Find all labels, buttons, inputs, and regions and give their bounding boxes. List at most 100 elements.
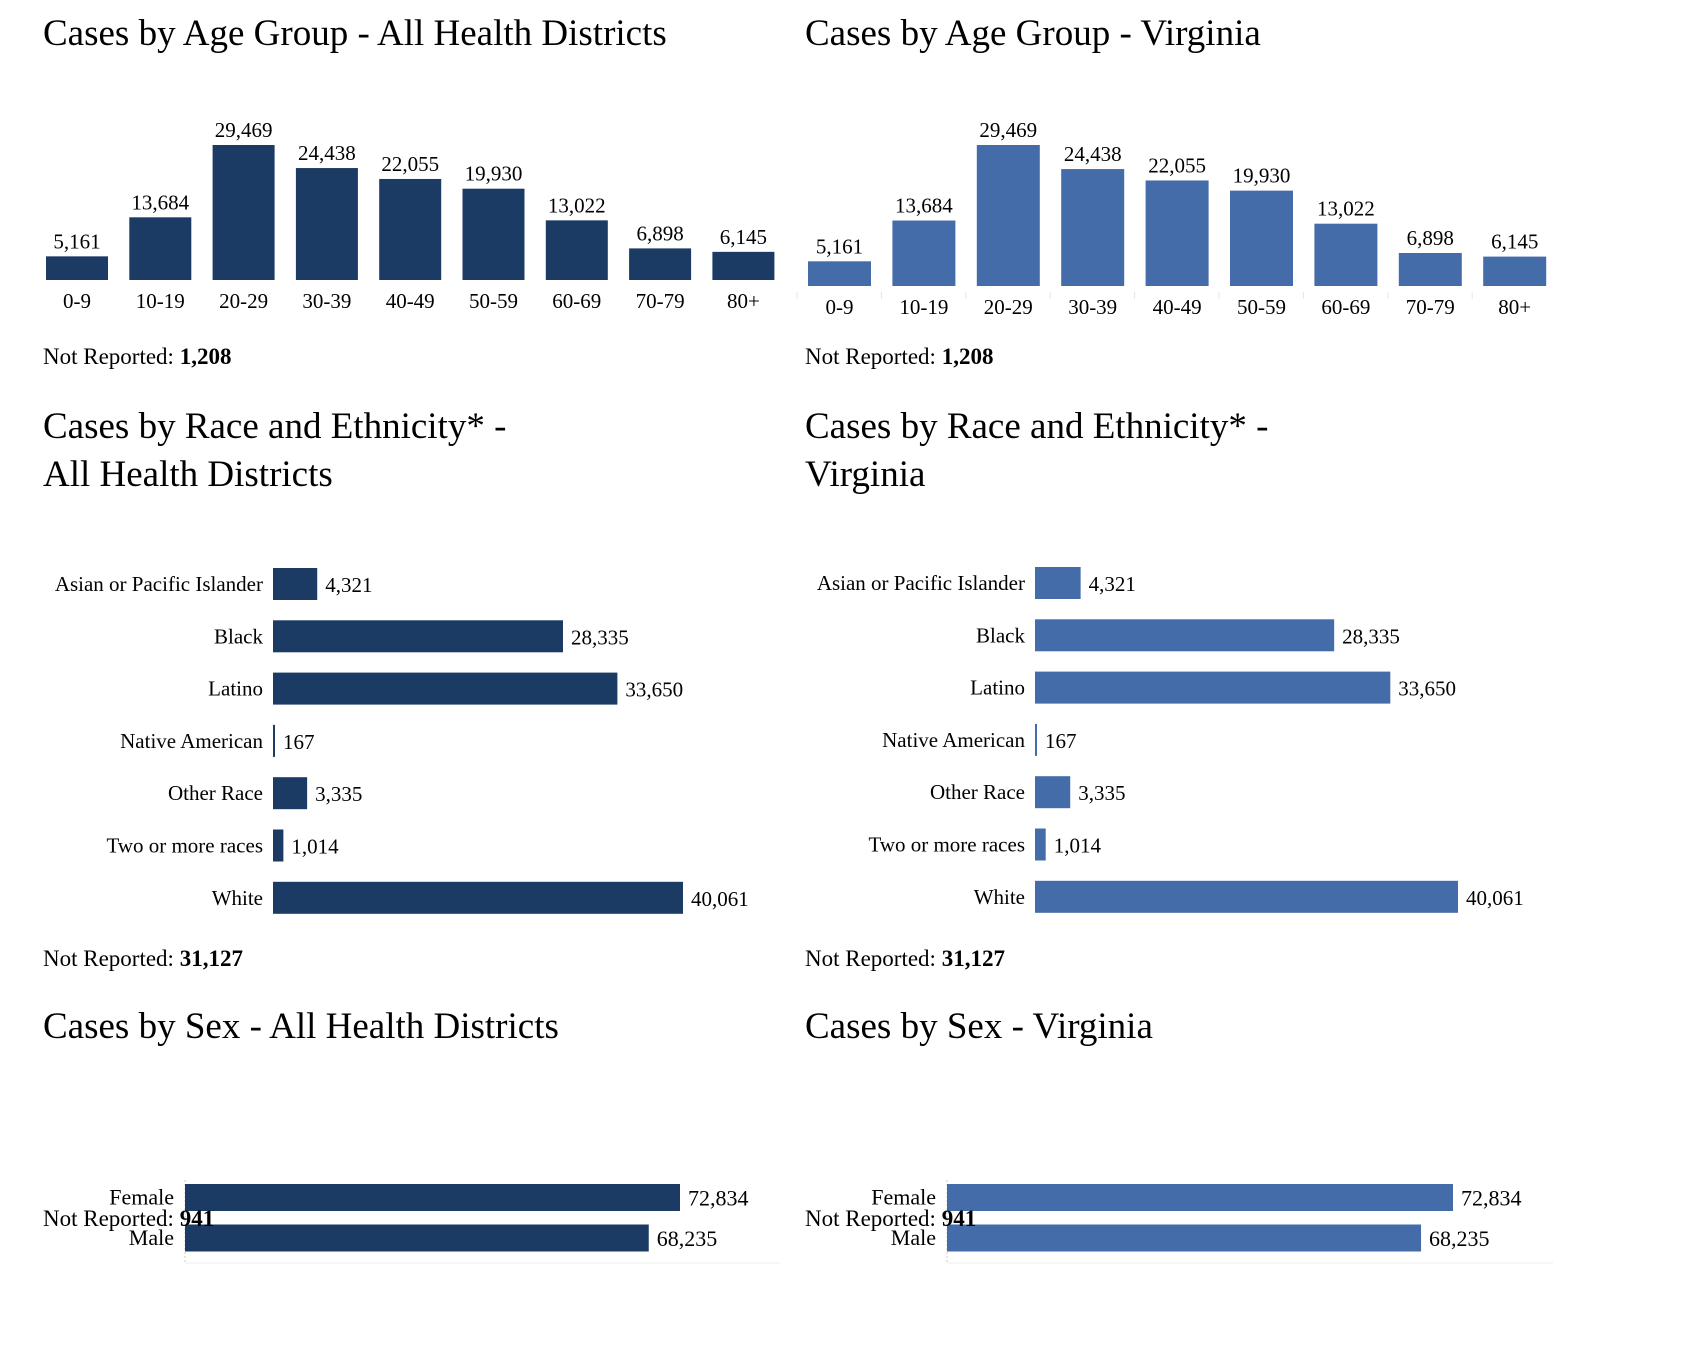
data-label-native-american: 167 — [283, 730, 315, 754]
data-label-50-59: 19,930 — [1233, 164, 1291, 188]
race-not-reported-virginia: Not Reported: 31,127 — [805, 945, 1005, 973]
x-tick-label-0-9: 0-9 — [63, 289, 91, 313]
data-label-black: 28,335 — [571, 625, 629, 649]
bar-20-29 — [212, 145, 275, 280]
y-tick-label-male: Male — [129, 1225, 174, 1250]
data-label-female: 72,834 — [688, 1186, 749, 1211]
bar-80+ — [1483, 256, 1547, 286]
x-tick-label-20-29: 20-29 — [984, 295, 1033, 319]
bar-0-9 — [808, 261, 871, 286]
y-tick-label-white: White — [212, 886, 263, 910]
data-label-80+: 6,145 — [720, 225, 767, 249]
data-label-two-or-more-races: 1,014 — [291, 835, 339, 859]
bar-70-79 — [629, 248, 692, 280]
data-label-white: 40,061 — [691, 887, 749, 911]
bar-latino — [1035, 671, 1391, 704]
race-chart-title-all-districts: Cases by Race and Ethnicity* - All Healt… — [43, 403, 506, 499]
not-reported-value: 941 — [941, 1206, 977, 1231]
x-tick-label-10-19: 10-19 — [899, 295, 948, 319]
bar-10-19 — [892, 220, 956, 286]
y-tick-label-asian-or-pacific-islander: Asian or Pacific Islander — [817, 571, 1025, 595]
not-reported-label: Not Reported: — [805, 946, 936, 971]
bar-white — [1035, 880, 1458, 913]
data-label-60-69: 13,022 — [1317, 197, 1375, 221]
race-not-reported-all-districts: Not Reported: 31,127 — [43, 945, 243, 973]
data-label-male: 68,235 — [1429, 1226, 1490, 1251]
not-reported-value: 31,127 — [179, 946, 243, 971]
bar-latino — [273, 672, 618, 705]
race-chart-title-virginia: Cases by Race and Ethnicity* - Virginia — [805, 403, 1268, 499]
sex-not-reported-all-districts: Not Reported: 941 — [43, 1205, 214, 1233]
bar-male — [185, 1224, 649, 1252]
bar-asian-or-pacific-islander — [273, 568, 318, 600]
data-label-10-19: 13,684 — [895, 194, 953, 218]
bar-70-79 — [1398, 252, 1462, 286]
data-label-20-29: 29,469 — [215, 118, 273, 142]
not-reported-value: 1,208 — [179, 344, 232, 369]
not-reported-label: Not Reported: — [805, 344, 936, 369]
data-label-two-or-more-races: 1,014 — [1054, 834, 1102, 858]
bar-40-49 — [1145, 180, 1209, 286]
bar-female — [947, 1184, 1453, 1211]
age-bar-chart-virginia: 5,161 0-9 13,684 10-19 29,469 20-29 24,438 30-3… — [796, 118, 1547, 319]
age-not-reported-all-districts: Not Reported: 1,208 — [43, 343, 231, 371]
bar-native-american — [1035, 723, 1037, 756]
data-label-60-69: 13,022 — [548, 193, 606, 217]
y-tick-label-female: Female — [871, 1185, 936, 1210]
bar-30-39 — [295, 168, 358, 280]
data-label-male: 68,235 — [657, 1226, 718, 1251]
x-tick-label-80+: 80+ — [1498, 295, 1531, 319]
not-reported-value: 31,127 — [941, 946, 1005, 971]
x-tick-label-30-39: 30-39 — [1068, 295, 1117, 319]
data-label-40-49: 22,055 — [381, 152, 439, 176]
x-tick-label-70-79: 70-79 — [1406, 295, 1455, 319]
y-tick-label-latino: Latino — [208, 677, 263, 701]
bar-two-or-more-races — [273, 829, 284, 862]
bar-20-29 — [976, 145, 1040, 286]
bar-white — [273, 881, 683, 914]
x-tick-label-10-19: 10-19 — [136, 289, 185, 313]
x-tick-label-40-49: 40-49 — [386, 289, 435, 313]
data-label-latino: 33,650 — [1398, 677, 1456, 701]
bar-30-39 — [1061, 169, 1125, 286]
x-tick-label-50-59: 50-59 — [1237, 295, 1286, 319]
not-reported-value: 941 — [179, 1206, 215, 1231]
x-tick-label-20-29: 20-29 — [219, 289, 268, 313]
y-tick-label-asian-or-pacific-islander: Asian or Pacific Islander — [55, 572, 263, 596]
data-label-other-race: 3,335 — [315, 782, 362, 806]
bar-40-49 — [379, 178, 442, 280]
age-not-reported-virginia: Not Reported: 1,208 — [805, 343, 993, 371]
data-label-latino: 33,650 — [625, 678, 683, 702]
y-tick-label-black: Black — [214, 624, 263, 648]
bar-asian-or-pacific-islander — [1035, 567, 1081, 599]
x-tick-label-70-79: 70-79 — [636, 289, 685, 313]
data-label-other-race: 3,335 — [1078, 781, 1125, 805]
x-tick-label-80+: 80+ — [727, 289, 760, 313]
y-tick-label-native-american: Native American — [882, 728, 1025, 752]
sex-bar-chart-all-districts: Female 72,834 Male 68,235 — [109, 1180, 780, 1264]
not-reported-label: Not Reported: — [43, 1206, 174, 1231]
data-label-40-49: 22,055 — [1148, 153, 1206, 177]
data-label-female: 72,834 — [1461, 1186, 1522, 1211]
y-tick-label-other-race: Other Race — [168, 781, 263, 805]
y-tick-label-male: Male — [891, 1225, 936, 1250]
data-label-80+: 6,145 — [1491, 230, 1538, 254]
bar-60-69 — [1314, 223, 1378, 286]
data-label-white: 40,061 — [1466, 886, 1524, 910]
bar-two-or-more-races — [1035, 828, 1046, 861]
sex-not-reported-virginia: Not Reported: 941 — [805, 1205, 976, 1233]
data-label-0-9: 5,161 — [816, 234, 863, 258]
bar-black — [1035, 619, 1335, 652]
bar-0-9 — [46, 256, 108, 280]
not-reported-value: 1,208 — [941, 344, 994, 369]
y-tick-label-two-or-more-races: Two or more races — [106, 834, 263, 858]
data-label-10-19: 13,684 — [131, 190, 189, 214]
x-tick-label-40-49: 40-49 — [1153, 295, 1202, 319]
not-reported-label: Not Reported: — [805, 1206, 936, 1231]
title-line-2: Virginia — [805, 454, 926, 495]
title-line-1: Cases by Race and Ethnicity* - — [43, 406, 507, 447]
data-label-50-59: 19,930 — [465, 162, 523, 186]
y-tick-label-latino: Latino — [970, 676, 1025, 700]
x-tick-label-0-9: 0-9 — [826, 295, 854, 319]
data-label-asian-or-pacific-islander: 4,321 — [1089, 572, 1136, 596]
